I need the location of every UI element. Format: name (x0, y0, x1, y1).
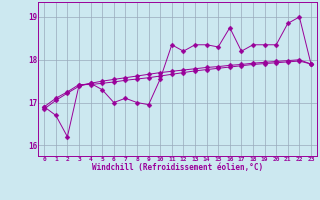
X-axis label: Windchill (Refroidissement éolien,°C): Windchill (Refroidissement éolien,°C) (92, 163, 263, 172)
